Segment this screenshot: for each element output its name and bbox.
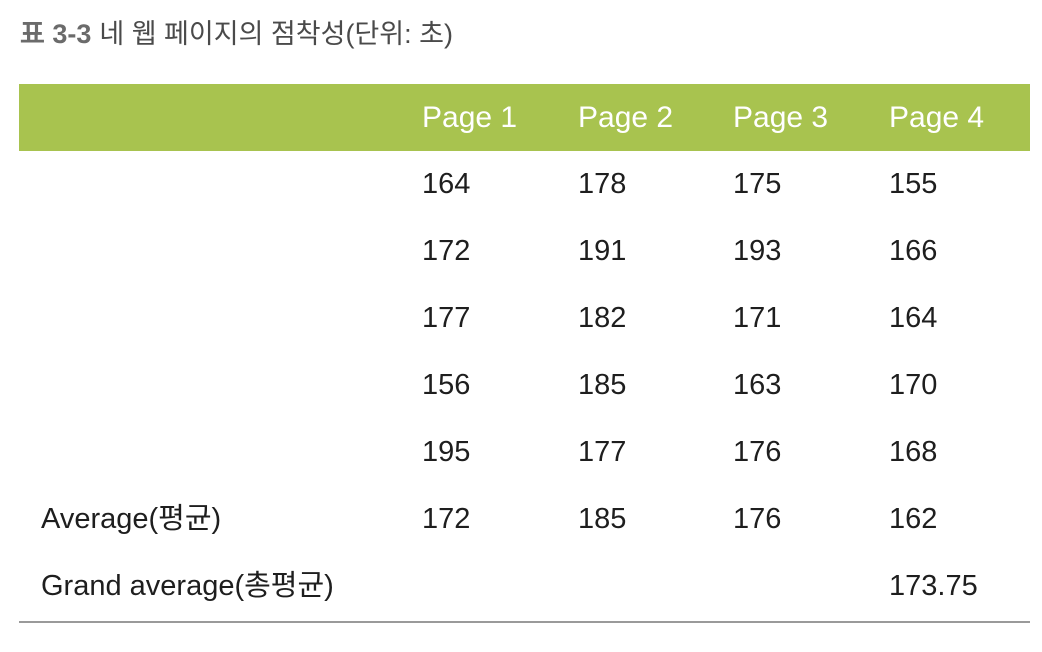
table-row: 177 182 171 164 — [19, 285, 1030, 352]
table-cell: 172 — [422, 235, 471, 267]
table-cell: 175 — [733, 168, 782, 200]
column-header-page-1: Page 1 — [422, 101, 518, 134]
table-row: 164 178 175 155 — [19, 151, 1030, 218]
table-title: 네 웹 페이지의 점착성(단위: 초) — [99, 19, 453, 49]
table-bottom-rule — [19, 621, 1030, 623]
table-caption: 표 3-3 네 웹 페이지의 점착성(단위: 초) — [20, 14, 453, 54]
table-cell: 168 — [889, 436, 938, 468]
table-cell: 156 — [422, 369, 471, 401]
table-cell: 164 — [422, 168, 471, 200]
data-table: Page 1 Page 2 Page 3 Page 4 164 178 175 … — [19, 84, 1030, 623]
table-cell: 177 — [422, 302, 471, 334]
average-cell: 172 — [422, 503, 471, 535]
table-cell: 177 — [578, 436, 627, 468]
column-header-page-4: Page 4 — [889, 101, 985, 134]
table-cell: 163 — [733, 369, 782, 401]
average-cell: 185 — [578, 503, 627, 535]
table-cell: 166 — [889, 235, 938, 267]
row-label-grand-average: Grand average(총평균) — [41, 570, 334, 602]
table-cell: 171 — [733, 302, 782, 334]
table-row: 172 191 193 166 — [19, 218, 1030, 285]
table-row: 195 177 176 168 — [19, 419, 1030, 486]
column-header-page-2: Page 2 — [578, 101, 674, 134]
table-row: 156 185 163 170 — [19, 352, 1030, 419]
table-number: 표 3-3 — [20, 19, 92, 49]
table-cell: 191 — [578, 235, 627, 267]
table-cell: 164 — [889, 302, 938, 334]
table-cell: 170 — [889, 369, 938, 401]
average-cell: 162 — [889, 503, 938, 535]
table-cell: 182 — [578, 302, 627, 334]
table-header-row: Page 1 Page 2 Page 3 Page 4 — [19, 84, 1030, 151]
table-cell: 178 — [578, 168, 627, 200]
table-cell: 155 — [889, 168, 938, 200]
table-cell: 193 — [733, 235, 782, 267]
grand-average-row: Grand average(총평균) 173.75 — [19, 553, 1030, 620]
average-row: Average(평균) 172 185 176 162 — [19, 486, 1030, 553]
table-cell: 195 — [422, 436, 471, 468]
row-label-average: Average(평균) — [41, 503, 222, 535]
average-cell: 176 — [733, 503, 782, 535]
table-cell: 185 — [578, 369, 627, 401]
column-header-page-3: Page 3 — [733, 101, 829, 134]
table-cell: 176 — [733, 436, 782, 468]
grand-average-value: 173.75 — [889, 570, 978, 602]
